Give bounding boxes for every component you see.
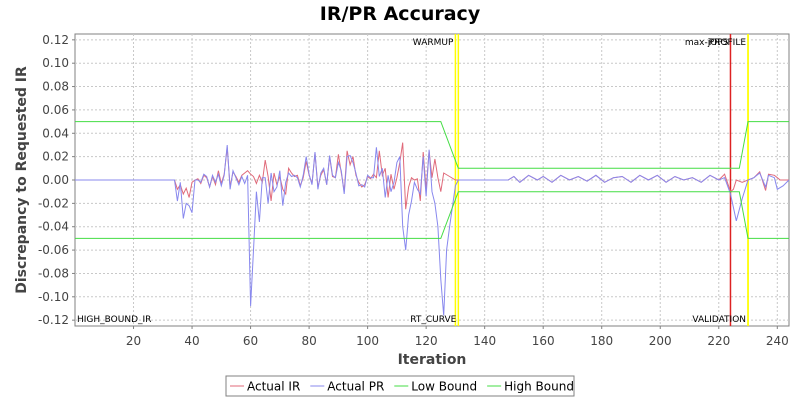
marker-label: HIGH_BOUND_IR xyxy=(77,315,151,325)
series-line xyxy=(75,191,789,239)
x-tick-label: 80 xyxy=(301,334,316,348)
y-tick-label: 0.00 xyxy=(42,173,69,187)
y-tick-label: 0.06 xyxy=(42,103,69,117)
legend-entry: Low Bound xyxy=(411,380,477,394)
y-tick-label: -0.08 xyxy=(38,266,69,280)
marker-label: VALIDATION xyxy=(692,315,746,325)
x-tick-label: 160 xyxy=(532,334,555,348)
x-tick-label: 120 xyxy=(415,334,438,348)
y-tick-label: 0.12 xyxy=(42,33,69,47)
y-tick-label: -0.04 xyxy=(38,220,69,234)
x-axis-label: Iteration xyxy=(398,352,467,368)
y-tick-label: 0.10 xyxy=(42,56,69,70)
x-tick-label: 60 xyxy=(243,334,258,348)
marker-label: RT_CURVE xyxy=(410,315,456,325)
x-tick-label: 180 xyxy=(590,334,613,348)
legend-entry: High Bound xyxy=(504,380,574,394)
x-tick-label: 20 xyxy=(126,334,141,348)
x-tick-label: 100 xyxy=(356,334,379,348)
y-tick-label: -0.10 xyxy=(38,290,69,304)
x-tick-label: 140 xyxy=(473,334,496,348)
chart-title: IR/PR Accuracy xyxy=(320,3,481,25)
x-tick-label: 200 xyxy=(649,334,672,348)
x-tick-label: 220 xyxy=(707,334,730,348)
y-axis-label: Discrepancy to Requested IR xyxy=(14,66,30,294)
marker-label: WARMUP xyxy=(413,38,454,48)
series-line xyxy=(75,121,789,169)
y-tick-label: 0.02 xyxy=(42,150,69,164)
x-tick-label: 240 xyxy=(766,334,789,348)
y-tick-label: 0.04 xyxy=(42,126,69,140)
legend-entry: Actual PR xyxy=(327,380,384,394)
marker-label: PROFILE xyxy=(709,38,747,48)
series-line xyxy=(75,144,790,316)
y-tick-label: -0.06 xyxy=(38,243,69,257)
y-tick-label: -0.12 xyxy=(38,313,69,327)
x-tick-label: 40 xyxy=(184,334,199,348)
legend-entry: Actual IR xyxy=(247,380,300,394)
y-tick-label: 0.08 xyxy=(42,80,69,94)
marker-label: max-jOPS xyxy=(685,38,729,48)
y-tick-label: -0.02 xyxy=(38,196,69,210)
